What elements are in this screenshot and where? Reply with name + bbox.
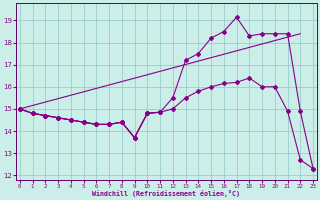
X-axis label: Windchill (Refroidissement éolien,°C): Windchill (Refroidissement éolien,°C) <box>92 190 240 197</box>
